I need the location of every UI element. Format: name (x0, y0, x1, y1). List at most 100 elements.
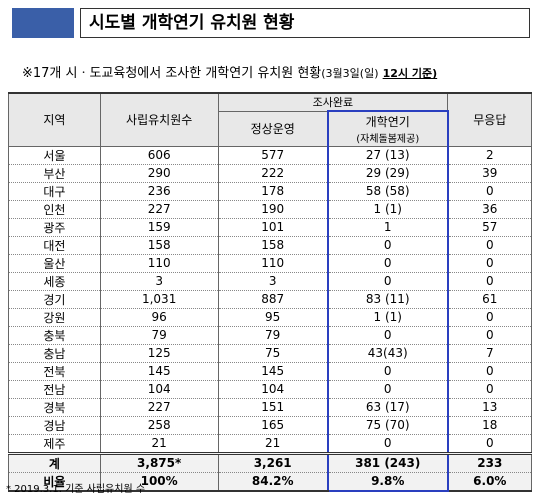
cell: 0 (326, 362, 449, 381)
table-row: 제주 21 21 0 0 (8, 434, 532, 454)
cell: 101 (217, 218, 329, 237)
cell: 96 (99, 308, 219, 327)
cell: 0 (447, 434, 532, 454)
row-label: 충북 (8, 326, 101, 345)
table-row: 경북 227 151 63 (17) 13 (8, 398, 532, 417)
cell: 0 (447, 326, 532, 345)
cell: 0 (326, 434, 449, 454)
table-row: 광주 159 101 1 57 (8, 218, 532, 237)
cell: 158 (99, 236, 219, 255)
row-label: 부산 (8, 164, 101, 183)
cell: 3 (217, 272, 329, 291)
col-header: 정상운영 (217, 110, 329, 147)
cell: 39 (447, 164, 532, 183)
cell: 9.8% (326, 472, 449, 492)
row-label: 울산 (8, 254, 101, 273)
cell: 145 (217, 362, 329, 381)
row-label: 전남 (8, 380, 101, 399)
cell: 95 (217, 308, 329, 327)
cell: 110 (217, 254, 329, 273)
col-header: 무응답 (447, 92, 532, 147)
row-label: 제주 (8, 434, 101, 454)
table-row: 인천 227 190 1 (1) 36 (8, 200, 532, 219)
cell: 227 (99, 200, 219, 219)
cell: 0 (447, 380, 532, 399)
cell: 21 (99, 434, 219, 454)
cell: 0 (326, 326, 449, 345)
cell: 0 (447, 236, 532, 255)
row-label: 경북 (8, 398, 101, 417)
cell: 75 (70) (326, 416, 449, 435)
cell: 381 (243) (326, 451, 449, 473)
cell: 0 (447, 308, 532, 327)
row-label: 세종 (8, 272, 101, 291)
cell: 0 (326, 236, 449, 255)
cell: 606 (99, 146, 219, 165)
cell: 190 (217, 200, 329, 219)
table-row: 충북 79 79 0 0 (8, 326, 532, 345)
cell: 13 (447, 398, 532, 417)
subtitle-date: (3월3일(일) (321, 67, 379, 80)
cell: 222 (217, 164, 329, 183)
table-row: 서울 606 577 27 (13) 2 (8, 146, 532, 165)
table-row: 비율 100% 84.2% 9.8% 6.0% (8, 472, 532, 492)
cell: 3,261 (217, 451, 329, 473)
cell: 258 (99, 416, 219, 435)
cell: 887 (217, 290, 329, 309)
row-label: 계 (8, 451, 101, 473)
cell: 145 (99, 362, 219, 381)
table-row: 대전 158 158 0 0 (8, 236, 532, 255)
row-label: 전북 (8, 362, 101, 381)
cell: 79 (217, 326, 329, 345)
table-row: 강원 96 95 1 (1) 0 (8, 308, 532, 327)
cell: 0 (326, 254, 449, 273)
cell: 0 (447, 362, 532, 381)
cell: 104 (99, 380, 219, 399)
cell: 0 (326, 380, 449, 399)
table-row: 세종 3 3 0 0 (8, 272, 532, 291)
table-row: 경기 1,031 887 83 (11) 61 (8, 290, 532, 309)
col-header: 조사완료 (217, 92, 449, 112)
cell: 6.0% (447, 472, 532, 492)
cell: 159 (99, 218, 219, 237)
cell: 1 (1) (326, 200, 449, 219)
row-label: 충남 (8, 344, 101, 363)
row-label: 대구 (8, 182, 101, 201)
cell: 236 (99, 182, 219, 201)
title-marker (12, 8, 74, 38)
cell: 84.2% (217, 472, 329, 492)
cell: 227 (99, 398, 219, 417)
cell: 29 (29) (326, 164, 449, 183)
cell: 36 (447, 200, 532, 219)
row-label: 인천 (8, 200, 101, 219)
row-label: 경기 (8, 290, 101, 309)
table-row: 부산 290 222 29 (29) 39 (8, 164, 532, 183)
subtitle-main: ※17개 시ㆍ도교육청에서 조사한 개학연기 유치원 현황 (22, 66, 322, 81)
title: 시도별 개학연기 유치원 현황 (80, 8, 530, 38)
cell: 79 (99, 326, 219, 345)
cell: 57 (447, 218, 532, 237)
cell: 1,031 (99, 290, 219, 309)
cell: 577 (217, 146, 329, 165)
table-row: 대구 236 178 58 (58) 0 (8, 182, 532, 201)
col-header: 사립유치원수 (99, 92, 219, 147)
row-label: 경남 (8, 416, 101, 435)
cell: 63 (17) (326, 398, 449, 417)
cell: 0 (447, 254, 532, 273)
subtitle-time: 12시 기준) (382, 67, 438, 80)
cell: 7 (447, 344, 532, 363)
cell: 0 (447, 272, 532, 291)
row-label: 서울 (8, 146, 101, 165)
cell: 178 (217, 182, 329, 201)
cell: 151 (217, 398, 329, 417)
cell: 18 (447, 416, 532, 435)
cell: 104 (217, 380, 329, 399)
col-header-main: 개학연기 (365, 114, 410, 129)
cell: 43(43) (326, 344, 449, 363)
cell: 2 (447, 146, 532, 165)
cell: 83 (11) (326, 290, 449, 309)
cell: 21 (217, 434, 329, 454)
table-row: 경남 258 165 75 (70) 18 (8, 416, 532, 435)
cell: 0 (326, 272, 449, 291)
